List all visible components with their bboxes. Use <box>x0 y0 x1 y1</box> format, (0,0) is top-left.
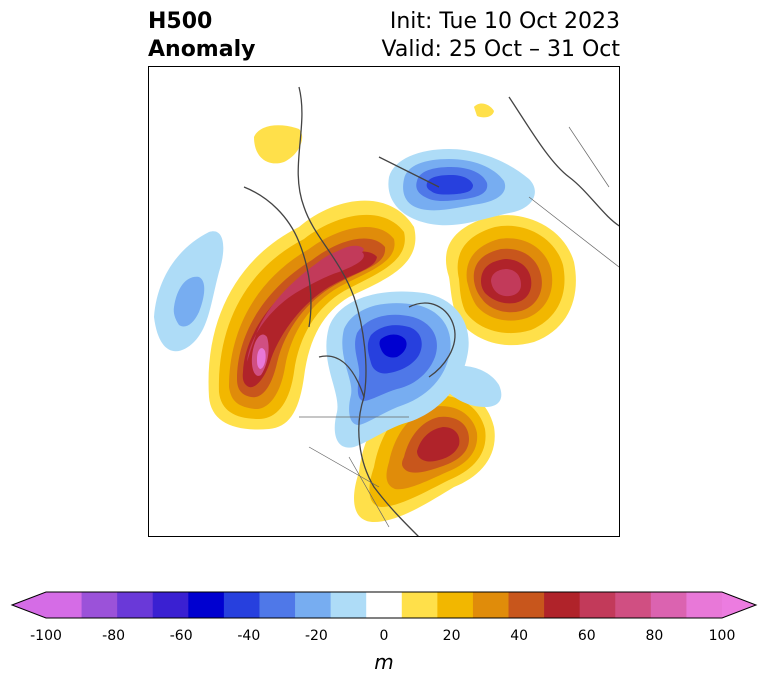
colorbar-tick-label: 0 <box>379 628 389 644</box>
colorbar-segment <box>615 592 652 618</box>
colorbar-tick-label: -60 <box>169 628 193 644</box>
colorbar-extend-max <box>722 592 756 618</box>
colorbar-tick-label: 60 <box>577 628 596 644</box>
colorbar-extend-min <box>12 592 46 618</box>
colorbar-tick-label: -20 <box>304 628 328 644</box>
colorbar-segments <box>46 592 723 618</box>
borders <box>299 126 619 528</box>
colorbar-tick-label: 100 <box>708 628 736 644</box>
ridge-siberia <box>445 215 576 346</box>
colorbar-segment <box>188 592 225 618</box>
colorbar-segment <box>152 592 189 618</box>
colorbar-segment <box>117 592 154 618</box>
colorbar-segment <box>295 592 332 618</box>
ridge-alaska <box>208 200 416 430</box>
colorbar-segment <box>366 592 403 618</box>
colorbar-tick-label: 20 <box>442 628 461 644</box>
chart-title-block: H500 Anomaly <box>148 8 255 64</box>
map-canvas <box>154 86 619 536</box>
colorbar-segment <box>81 592 118 618</box>
field-name: H500 <box>148 9 213 34</box>
colorbar-segment <box>46 592 83 618</box>
valid-range: Valid: 25 Oct – 31 Oct <box>381 37 620 62</box>
colorbar-tick-label: -100 <box>30 628 62 644</box>
anomaly-map <box>148 66 620 537</box>
colorbar-segment <box>401 592 438 618</box>
colorbar-svg <box>10 591 758 619</box>
colorbar-segment <box>579 592 616 618</box>
colorbar-outline <box>10 591 758 619</box>
colorbar-segment <box>223 592 260 618</box>
colorbar-segment <box>650 592 687 618</box>
colorbar-segment <box>330 592 367 618</box>
ridge-small-blobs <box>254 103 494 164</box>
colorbar-unit: m <box>374 650 394 674</box>
trough-europe <box>388 149 535 226</box>
colorbar-tick-label: -40 <box>237 628 261 644</box>
colorbar-segment <box>472 592 510 618</box>
trough-pacific <box>154 231 224 352</box>
colorbar-tick-label: 40 <box>510 628 529 644</box>
field-subtitle: Anomaly <box>148 37 256 62</box>
colorbar-segment <box>508 592 545 618</box>
colorbar-tick-label: 80 <box>645 628 664 644</box>
colorbar <box>0 585 768 625</box>
time-info-block: Init: Tue 10 Oct 2023 Valid: 25 Oct – 31… <box>382 8 620 64</box>
coastlines <box>243 86 619 536</box>
colorbar-tick-label: -80 <box>102 628 126 644</box>
init-time: Init: Tue 10 Oct 2023 <box>389 9 620 34</box>
colorbar-segment <box>259 592 296 618</box>
colorbar-segment <box>437 592 474 618</box>
colorbar-segment <box>686 592 723 618</box>
colorbar-segment <box>544 592 581 618</box>
